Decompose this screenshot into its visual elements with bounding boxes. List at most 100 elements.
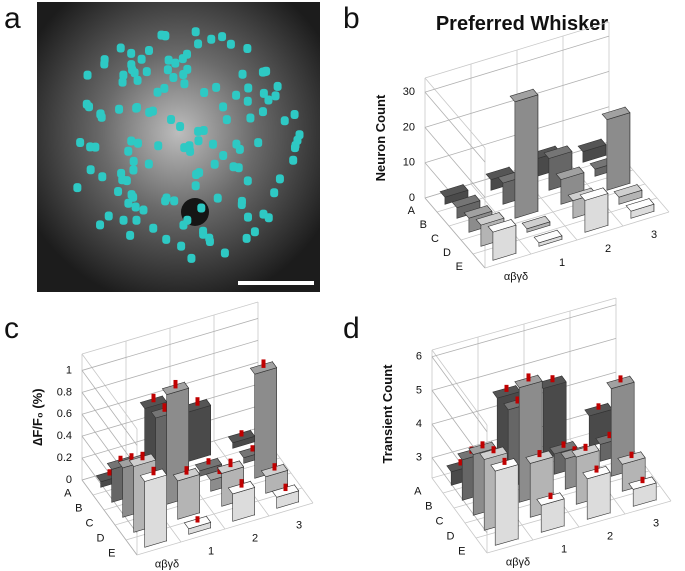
- roi-marker: [137, 54, 146, 64]
- row-label: D: [447, 530, 455, 542]
- roi-marker: [210, 159, 219, 169]
- y-tick-label: 0.2: [57, 452, 72, 464]
- grid-line: [431, 356, 488, 432]
- x-tick-label: 1: [561, 543, 567, 555]
- roi-marker: [219, 151, 228, 161]
- y-tick-label: 30: [403, 86, 415, 98]
- grid-line: [424, 127, 486, 198]
- roi-marker: [264, 213, 273, 223]
- roi-marker: [290, 143, 299, 153]
- roi-marker: [149, 223, 158, 233]
- roi-marker: [124, 146, 133, 156]
- bar: [177, 473, 200, 520]
- row-label: B: [425, 500, 432, 512]
- y-tick-label: 0: [409, 192, 415, 204]
- grid-line: [424, 197, 486, 269]
- roi-marker: [295, 130, 304, 140]
- roi-marker: [127, 136, 136, 146]
- roi-marker: [229, 162, 238, 172]
- roi-marker: [275, 174, 284, 184]
- roi-marker: [180, 79, 189, 89]
- roi-marker: [142, 67, 151, 77]
- roi-marker: [127, 48, 136, 58]
- y-axis-label: Neuron Count: [373, 94, 388, 181]
- roi-marker: [118, 77, 127, 87]
- bar-top: [183, 515, 212, 530]
- x-tick-label: 1: [559, 257, 565, 269]
- bar-top: [579, 187, 609, 201]
- roi-marker: [243, 176, 252, 186]
- bar-top: [487, 219, 517, 233]
- roi-marker: [243, 44, 252, 54]
- roi-marker: [194, 126, 203, 136]
- row-label: C: [436, 515, 444, 527]
- roi-marker: [219, 102, 228, 112]
- roi-marker: [213, 193, 222, 203]
- roi-marker: [289, 155, 298, 165]
- roi-marker: [192, 169, 201, 179]
- roi-marker: [139, 205, 148, 215]
- roi-marker: [163, 65, 172, 75]
- roi-marker: [243, 96, 252, 106]
- roi-marker: [218, 32, 227, 42]
- roi-marker: [83, 70, 92, 80]
- roi-marker: [191, 27, 200, 37]
- y-tick-label: 0.8: [57, 386, 72, 398]
- bar-top: [613, 184, 643, 198]
- grid-line: [81, 392, 138, 468]
- grid-line: [424, 91, 486, 163]
- roi-marker: [207, 34, 216, 44]
- row-label: C: [86, 517, 94, 529]
- roi-marker: [199, 229, 208, 239]
- roi-marker: [129, 165, 138, 175]
- roi-marker: [243, 212, 252, 222]
- roi-marker: [133, 102, 142, 112]
- roi-marker: [91, 142, 100, 152]
- roi-marker: [119, 70, 128, 80]
- roi-marker: [280, 116, 289, 126]
- x-tick-label: 3: [651, 229, 657, 241]
- row-label: B: [75, 502, 82, 514]
- bar-top: [475, 212, 505, 226]
- roi-marker: [86, 165, 95, 175]
- roi-marker: [164, 55, 173, 65]
- bar-top: [571, 444, 600, 458]
- row-label: A: [408, 205, 416, 217]
- roi-marker: [194, 136, 203, 146]
- roi-marker: [258, 67, 267, 77]
- roi-marker: [254, 138, 263, 148]
- chart-title: Preferred Whisker: [436, 13, 609, 35]
- y-tick-label: 0.6: [57, 408, 72, 420]
- roi-marker: [264, 95, 273, 105]
- roi-marker: [235, 144, 244, 154]
- roi-marker: [220, 248, 229, 258]
- bar-top: [543, 145, 573, 159]
- frame-line: [424, 77, 486, 149]
- bar: [188, 404, 211, 462]
- roi-marker: [242, 233, 251, 243]
- roi-marker: [185, 141, 194, 151]
- row-label: E: [108, 547, 115, 559]
- grid-line: [431, 457, 488, 534]
- roi-marker: [250, 227, 259, 237]
- frame-line: [81, 353, 138, 430]
- bar-top: [509, 88, 539, 103]
- frame-line: [431, 477, 488, 554]
- bar-top: [194, 457, 223, 472]
- bar-top: [227, 481, 256, 495]
- row-label: E: [456, 261, 463, 273]
- roi-marker: [115, 104, 124, 114]
- roi-marker: [161, 196, 170, 206]
- grid-line: [431, 338, 617, 391]
- bar-top: [521, 215, 551, 230]
- roi-marker: [162, 234, 171, 244]
- roi-marker: [237, 196, 246, 206]
- bar-top: [601, 106, 631, 121]
- roi-marker: [73, 183, 82, 193]
- roi-marker: [232, 90, 241, 100]
- roi-marker: [129, 156, 138, 166]
- y-tick-label: 5: [416, 384, 422, 396]
- roi-marker: [197, 203, 206, 213]
